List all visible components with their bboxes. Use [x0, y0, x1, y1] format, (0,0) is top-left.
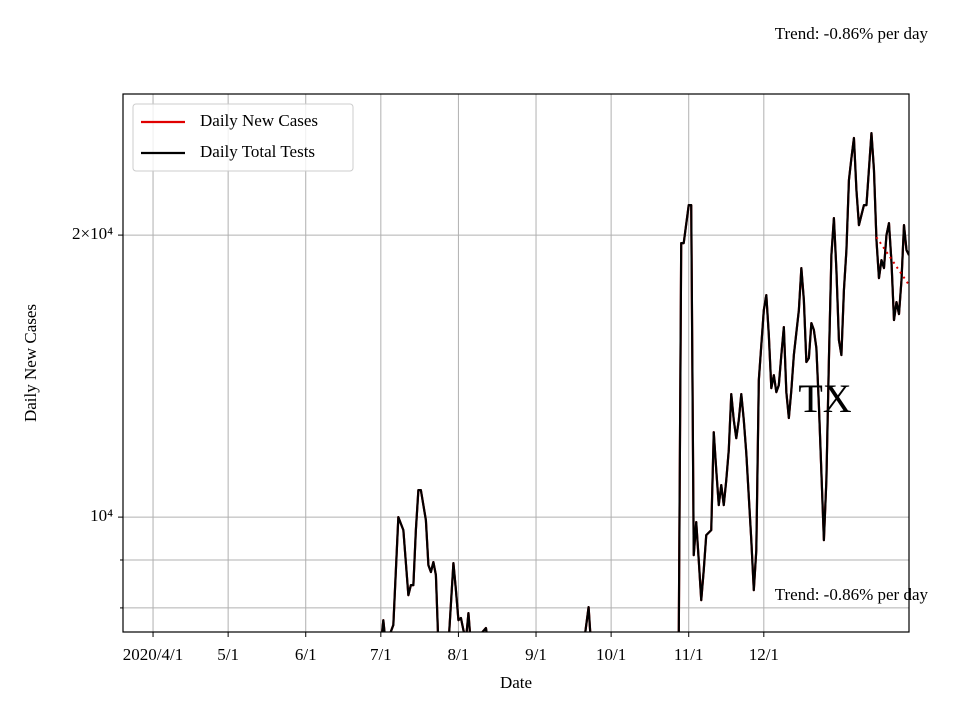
x-tick-label: 6/1 [295, 645, 317, 664]
trend-line [875, 236, 909, 286]
x-tick-label: 8/1 [448, 645, 470, 664]
annotation: Trend: -0.86% per day [775, 24, 929, 43]
legend-label: Daily New Cases [200, 111, 318, 130]
x-tick-label: 7/1 [370, 645, 392, 664]
x-axis-label: Date [500, 673, 532, 692]
x-tick-label: 11/1 [674, 645, 704, 664]
x-tick-label: 2020/4/1 [123, 645, 183, 664]
annotation: TX [798, 376, 851, 421]
x-tick-label: 10/1 [596, 645, 626, 664]
plot-area [381, 131, 909, 632]
x-tick-label: 5/1 [217, 645, 239, 664]
grid [123, 94, 909, 632]
legend-box [132, 103, 354, 172]
y-axis-label: Daily New Cases [21, 304, 40, 422]
x-tick-label: 9/1 [525, 645, 547, 664]
y-tick-label: 10⁴ [90, 506, 113, 525]
ticks: 2020/4/1 5/1 6/1 7/1 8/1 9/1 10/1 11/1 12/1 10⁴ 2×… [72, 224, 779, 664]
data-line [381, 131, 909, 632]
axes-frame [122, 93, 910, 633]
annotation: Trend: -0.86% per day [775, 585, 929, 604]
x-tick-label: 12/1 [749, 645, 779, 664]
legend-label: Daily Total Tests [200, 142, 315, 161]
legend: Daily New Cases Daily Total Tests [132, 103, 354, 172]
y-tick-label: 2×10⁴ [72, 224, 113, 243]
